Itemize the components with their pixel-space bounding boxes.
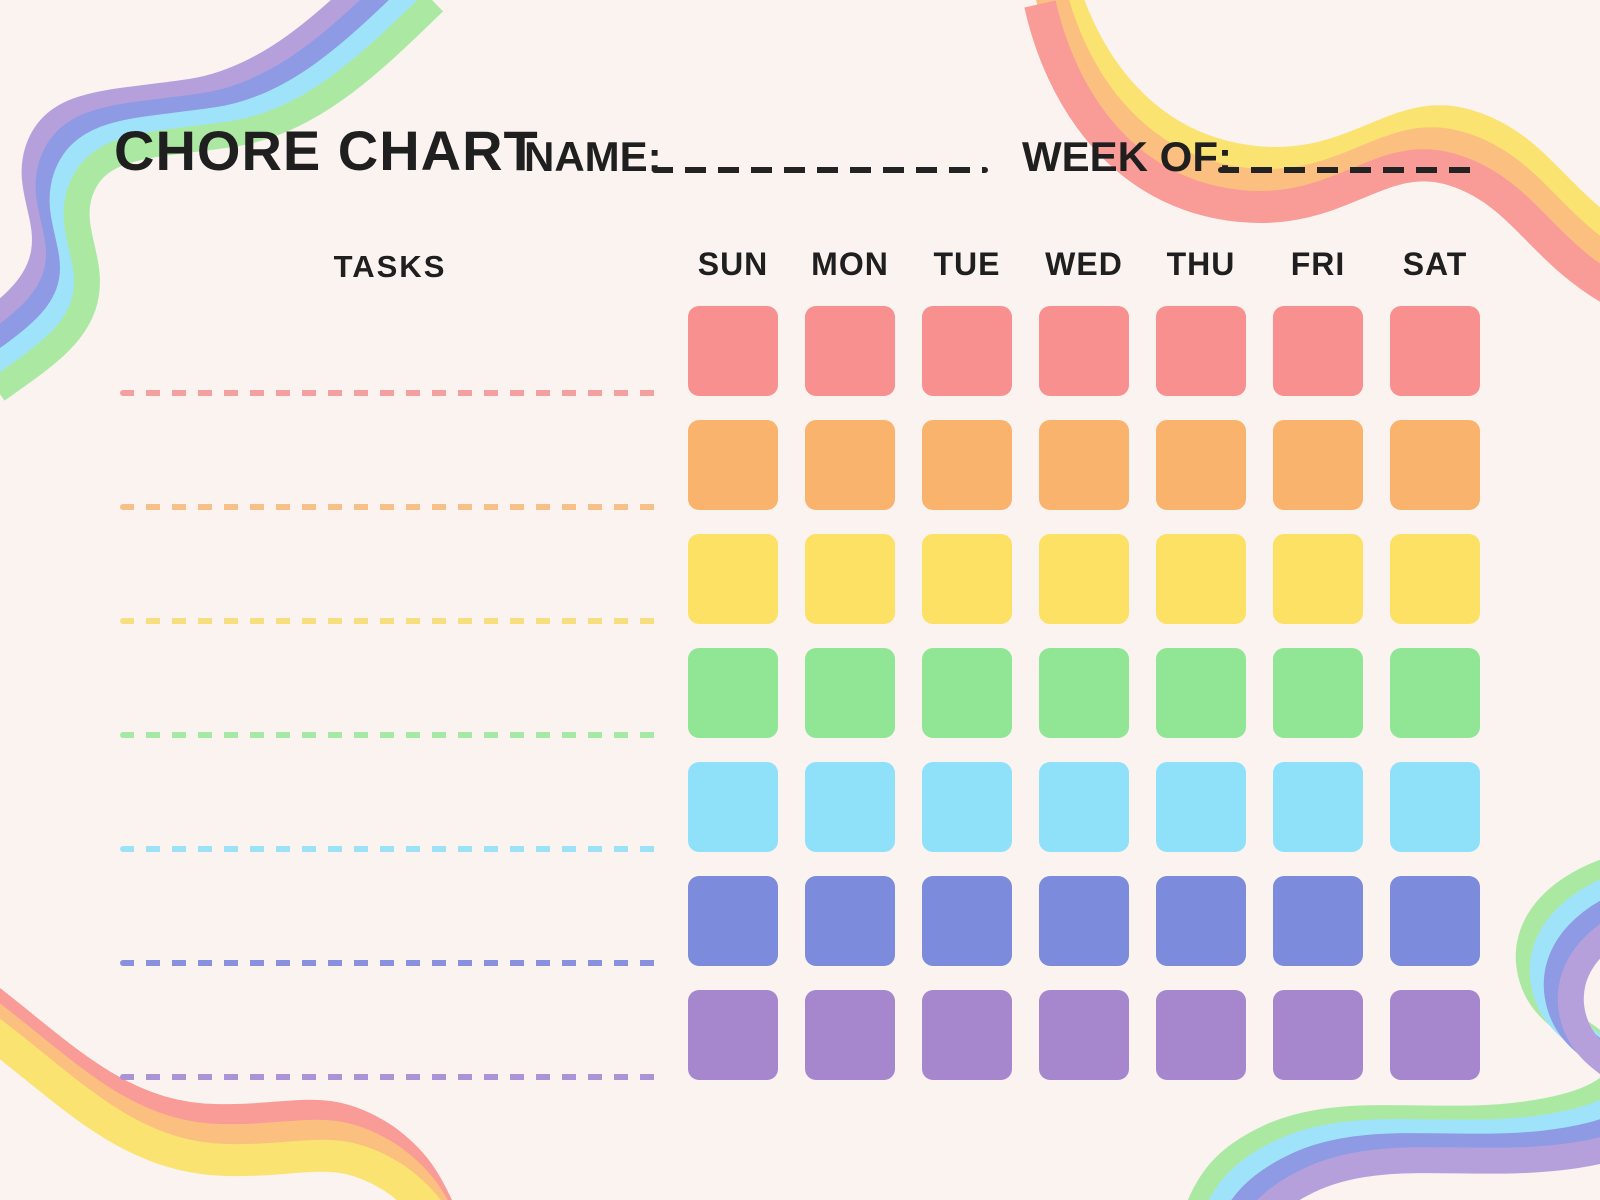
chore-cell-row4-sun[interactable] bbox=[688, 648, 778, 738]
day-header-tue: TUE bbox=[933, 246, 1001, 282]
chore-cell-row1-fri[interactable] bbox=[1273, 306, 1363, 396]
chore-cell-row7-wed[interactable] bbox=[1039, 990, 1129, 1080]
chore-cell-row3-sun[interactable] bbox=[688, 534, 778, 624]
chore-cell-row2-sat[interactable] bbox=[1390, 420, 1480, 510]
chore-cell-row7-tue[interactable] bbox=[922, 990, 1012, 1080]
chore-cell-row4-tue[interactable] bbox=[922, 648, 1012, 738]
rainbow-ribbon-bottom-left bbox=[0, 987, 452, 1200]
week-of-fill-in-line[interactable] bbox=[1218, 167, 1474, 173]
chore-cell-row7-fri[interactable] bbox=[1273, 990, 1363, 1080]
task-fill-in-line-row6[interactable] bbox=[120, 960, 658, 966]
name-label: NAME: bbox=[524, 133, 662, 180]
chore-cell-row5-sat[interactable] bbox=[1390, 762, 1480, 852]
chore-cell-row3-mon[interactable] bbox=[805, 534, 895, 624]
chore-cell-row5-fri[interactable] bbox=[1273, 762, 1363, 852]
chore-cell-row4-sat[interactable] bbox=[1390, 648, 1480, 738]
chore-cell-row6-sun[interactable] bbox=[688, 876, 778, 966]
task-fill-in-line-row4[interactable] bbox=[120, 732, 658, 738]
chore-cell-row7-thu[interactable] bbox=[1156, 990, 1246, 1080]
day-header-wed: WED bbox=[1045, 246, 1123, 282]
chore-cell-row4-mon[interactable] bbox=[805, 648, 895, 738]
rainbow-ribbon-top-left bbox=[0, 0, 444, 401]
day-header-fri: FRI bbox=[1290, 246, 1346, 282]
chore-cell-row5-wed[interactable] bbox=[1039, 762, 1129, 852]
chore-cell-row6-thu[interactable] bbox=[1156, 876, 1246, 966]
chore-cell-row3-fri[interactable] bbox=[1273, 534, 1363, 624]
task-fill-in-line-row5[interactable] bbox=[120, 846, 658, 852]
chore-cell-row1-thu[interactable] bbox=[1156, 306, 1246, 396]
day-header-sat: SAT bbox=[1402, 246, 1468, 282]
day-header-sun: SUN bbox=[697, 246, 769, 282]
tasks-column-header: TASKS bbox=[333, 249, 447, 284]
chore-cell-row1-sun[interactable] bbox=[688, 306, 778, 396]
chore-cell-row7-sun[interactable] bbox=[688, 990, 778, 1080]
task-fill-in-line-row7[interactable] bbox=[120, 1074, 658, 1080]
page-title: CHORE CHART bbox=[114, 119, 539, 182]
chore-cell-row5-tue[interactable] bbox=[922, 762, 1012, 852]
chore-cell-row4-fri[interactable] bbox=[1273, 648, 1363, 738]
chore-cell-row6-sat[interactable] bbox=[1390, 876, 1480, 966]
chore-cell-row7-sat[interactable] bbox=[1390, 990, 1480, 1080]
chore-cell-row2-tue[interactable] bbox=[922, 420, 1012, 510]
chore-cell-row1-wed[interactable] bbox=[1039, 306, 1129, 396]
chore-cell-row5-mon[interactable] bbox=[805, 762, 895, 852]
chore-cell-row3-sat[interactable] bbox=[1390, 534, 1480, 624]
chore-cell-row2-sun[interactable] bbox=[688, 420, 778, 510]
chore-cell-row2-mon[interactable] bbox=[805, 420, 895, 510]
task-fill-in-line-row2[interactable] bbox=[120, 504, 658, 510]
chore-cell-row6-mon[interactable] bbox=[805, 876, 895, 966]
chore-cell-row2-thu[interactable] bbox=[1156, 420, 1246, 510]
chore-cell-row7-mon[interactable] bbox=[805, 990, 895, 1080]
chore-cell-row1-sat[interactable] bbox=[1390, 306, 1480, 396]
chore-cell-row1-tue[interactable] bbox=[922, 306, 1012, 396]
chore-cell-row4-thu[interactable] bbox=[1156, 648, 1246, 738]
chore-cell-row6-fri[interactable] bbox=[1273, 876, 1363, 966]
chore-cell-row6-tue[interactable] bbox=[922, 876, 1012, 966]
chore-cell-row1-mon[interactable] bbox=[805, 306, 895, 396]
chore-cell-row6-wed[interactable] bbox=[1039, 876, 1129, 966]
day-header-mon: MON bbox=[811, 246, 889, 282]
week-of-label: WEEK OF: bbox=[1022, 133, 1232, 180]
chore-cell-row5-thu[interactable] bbox=[1156, 762, 1246, 852]
rainbow-ribbon-bottom-right bbox=[1187, 859, 1600, 1200]
chore-cell-row4-wed[interactable] bbox=[1039, 648, 1129, 738]
day-header-thu: THU bbox=[1166, 246, 1236, 282]
task-fill-in-line-row1[interactable] bbox=[120, 390, 658, 396]
chore-cell-row3-wed[interactable] bbox=[1039, 534, 1129, 624]
chore-cell-row3-tue[interactable] bbox=[922, 534, 1012, 624]
name-fill-in-line[interactable] bbox=[652, 167, 988, 173]
task-fill-in-line-row3[interactable] bbox=[120, 618, 658, 624]
chore-cell-row2-fri[interactable] bbox=[1273, 420, 1363, 510]
chore-cell-row5-sun[interactable] bbox=[688, 762, 778, 852]
chore-cell-row3-thu[interactable] bbox=[1156, 534, 1246, 624]
chore-cell-row2-wed[interactable] bbox=[1039, 420, 1129, 510]
